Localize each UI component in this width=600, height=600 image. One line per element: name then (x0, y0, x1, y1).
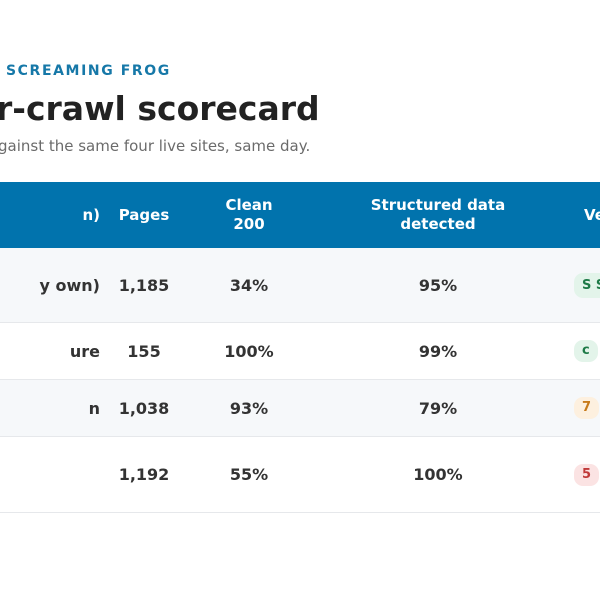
cell-verdict: 7 (574, 380, 600, 436)
cell-clean-200: 34% (229, 275, 269, 295)
cell-pages: 1,038 (118, 398, 170, 418)
page-title: r-crawl scorecard (0, 89, 320, 128)
column-header-site: n) (82, 205, 100, 224)
cell-structured-data: 95% (418, 275, 458, 295)
brand-eyebrow: SCREAMING FROG (6, 63, 171, 79)
table-header-row: n) Pages Clean 200 Structured data detec… (0, 182, 600, 248)
cell-structured-data: 99% (418, 341, 458, 361)
cell-clean-200: 93% (229, 398, 269, 418)
table-row: 1,192 55% 100% 5 (0, 437, 600, 513)
verdict-badge: 5 (574, 463, 600, 486)
cell-clean-200: 100% (224, 341, 274, 361)
cell-site: y own) (39, 275, 100, 295)
verdict-badge: S S (574, 272, 600, 298)
cell-pages: 155 (127, 341, 161, 361)
cell-clean-200: 55% (229, 465, 269, 484)
cell-site: n (88, 398, 100, 418)
scorecard-table: n) Pages Clean 200 Structured data detec… (0, 182, 600, 513)
table-row: n 1,038 93% 79% 7 (0, 380, 600, 437)
cell-verdict: S S (574, 248, 600, 322)
cell-structured-data: 100% (413, 465, 463, 484)
cell-verdict: 5 (574, 437, 600, 512)
column-header-structured-data: Structured data detected (370, 196, 506, 233)
verdict-badge: c (574, 340, 598, 362)
cell-verdict: c (574, 323, 600, 379)
cell-pages: 1,185 (118, 275, 170, 295)
cell-pages: 1,192 (118, 465, 170, 484)
table-row: ure 155 100% 99% c (0, 323, 600, 380)
cell-site: ure (69, 341, 100, 361)
column-header-pages: Pages (118, 205, 170, 224)
page-subtitle: gainst the same four live sites, same da… (0, 137, 311, 155)
cell-site (0, 437, 100, 512)
verdict-badge: 7 (574, 397, 600, 419)
cell-structured-data: 79% (418, 398, 458, 418)
column-header-verdict: Ve (584, 205, 600, 224)
column-header-clean-200: Clean 200 (225, 196, 273, 233)
table-row: y own) 1,185 34% 95% S S (0, 248, 600, 323)
